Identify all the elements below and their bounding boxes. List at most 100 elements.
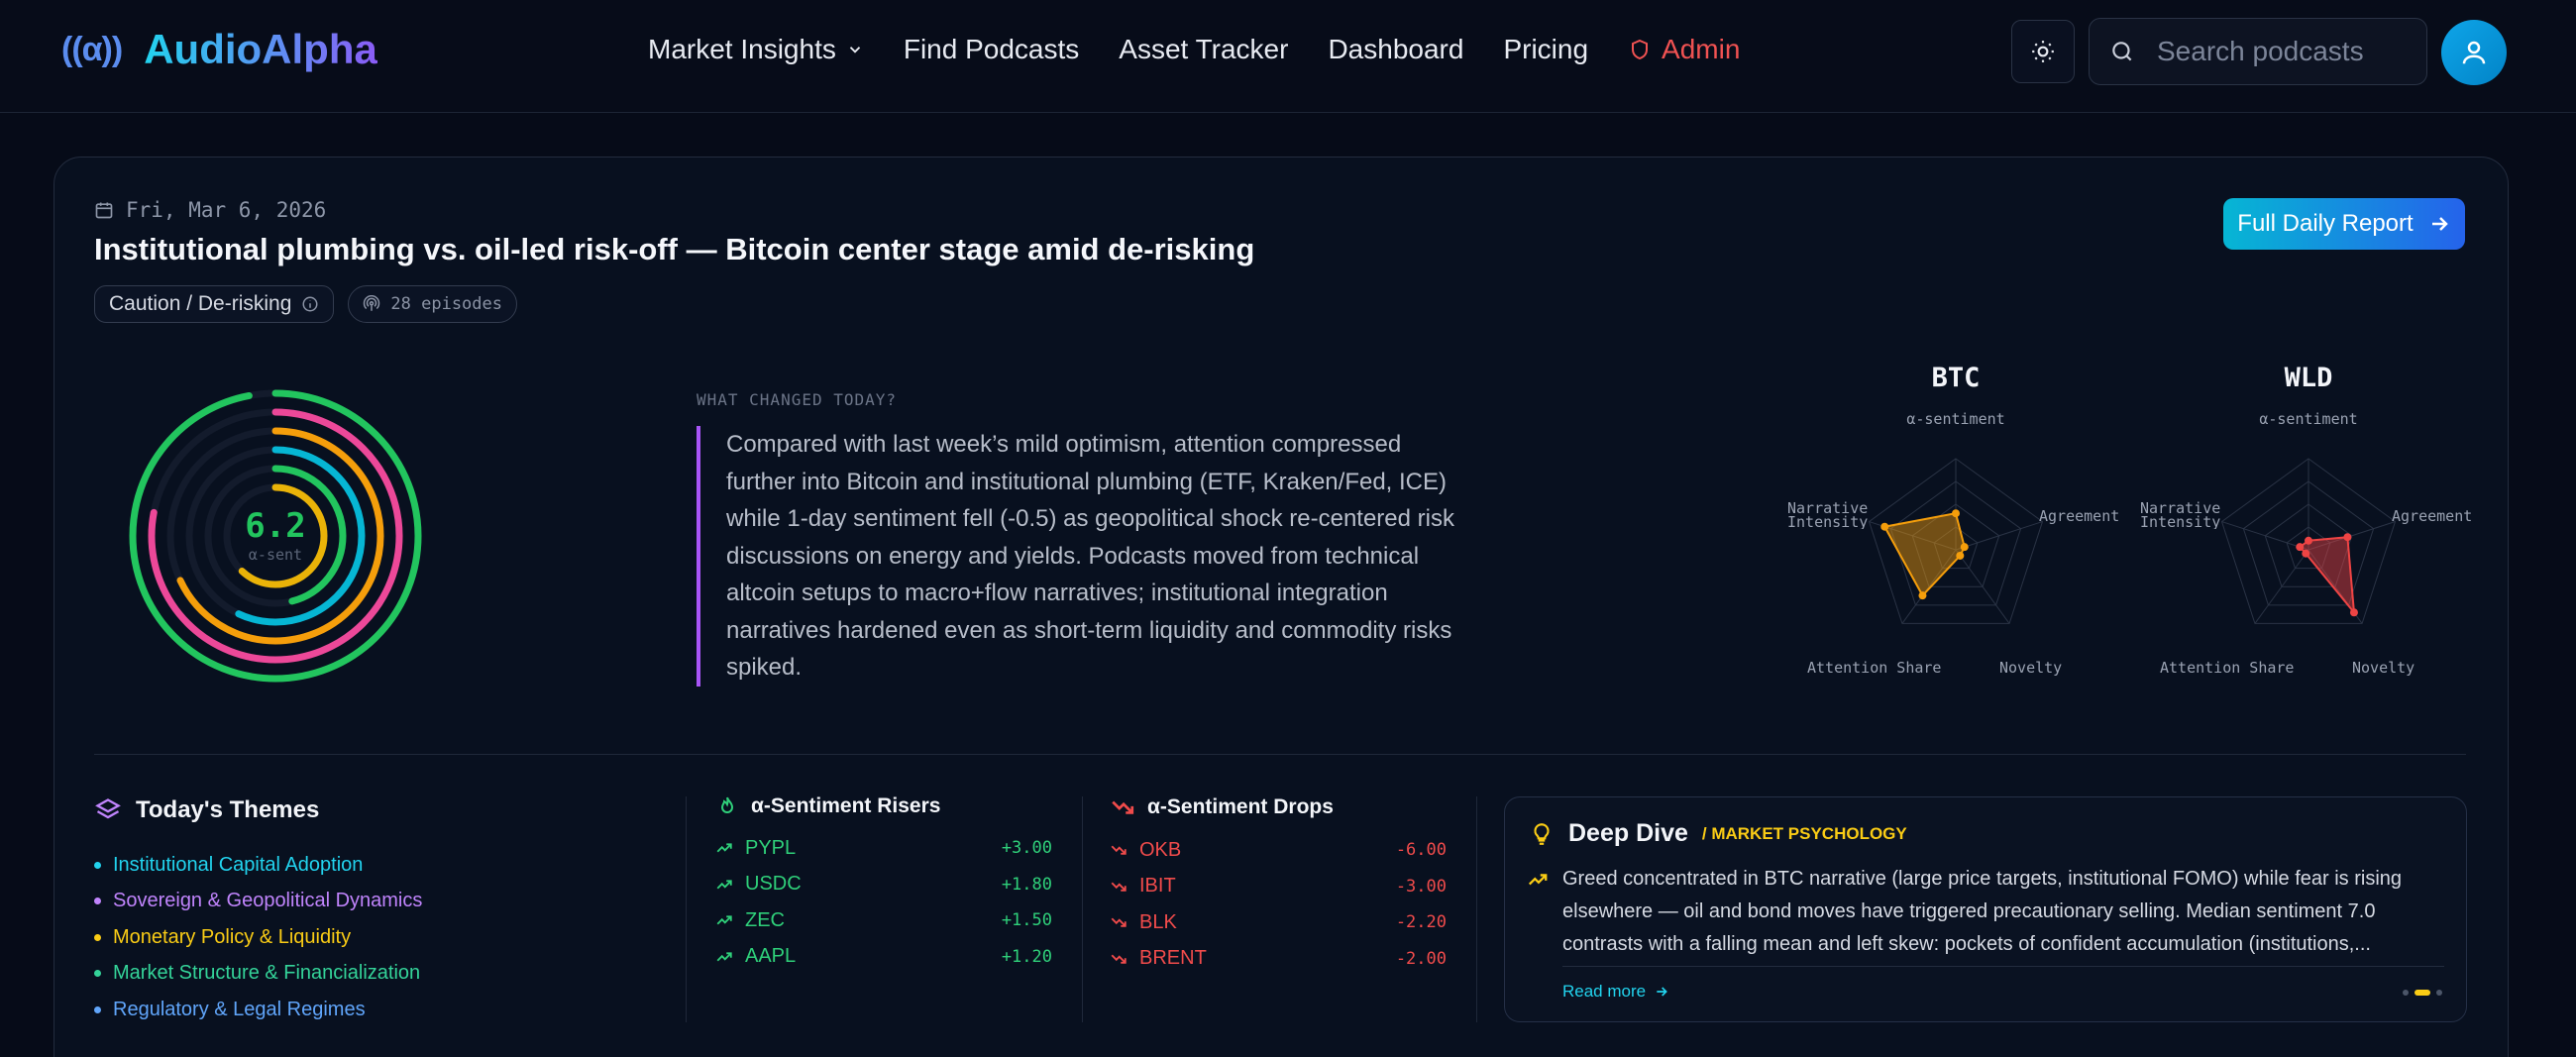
drops-title: α-Sentiment Drops bbox=[1147, 795, 1334, 818]
nav-asset-tracker[interactable]: Asset Tracker bbox=[1119, 34, 1289, 64]
radar-wld-axis-sentiment: α-sentiment bbox=[2259, 410, 2358, 428]
sentiment-drops: α-Sentiment Drops OKB -6.00 IBIT -3.00 BLK… bbox=[1110, 794, 1447, 977]
search-input[interactable] bbox=[2157, 36, 2415, 67]
shield-icon bbox=[1632, 39, 1649, 60]
flame-icon bbox=[720, 796, 734, 813]
trend-up-icon bbox=[716, 880, 732, 890]
gauge-arc bbox=[129, 389, 422, 683]
nav-market-insights[interactable]: Market Insights bbox=[648, 34, 864, 65]
theme-dot bbox=[94, 933, 101, 941]
radar-point bbox=[1880, 522, 1889, 531]
radar-point bbox=[2296, 543, 2305, 552]
sentiment-rings bbox=[129, 389, 422, 683]
drop-row[interactable]: IBIT -3.00 bbox=[1110, 869, 1447, 905]
riser-value: +1.80 bbox=[1001, 874, 1052, 895]
drop-row[interactable]: BRENT -2.00 bbox=[1110, 941, 1447, 978]
trend-down-icon bbox=[1112, 800, 1134, 814]
radar-wld: WLD α-sentiment Agreement Novelty Attent… bbox=[2140, 357, 2477, 684]
podcast-icon bbox=[364, 295, 380, 311]
trend-down-icon bbox=[1111, 954, 1127, 964]
mood-chip-label: Caution / De-risking bbox=[109, 292, 292, 315]
top-navbar: ((α)) AudioAlpha Market Insights Find Po… bbox=[0, 0, 2576, 113]
nav-pricing[interactable]: Pricing bbox=[1503, 34, 1589, 64]
radar-grid bbox=[1911, 503, 2000, 587]
search-icon bbox=[2112, 42, 2132, 61]
radar-point bbox=[1960, 543, 1969, 552]
theme-item[interactable]: Market Structure & Financialization bbox=[94, 956, 422, 993]
pager-dot[interactable] bbox=[2436, 990, 2442, 996]
full-daily-report-button[interactable]: Full Daily Report bbox=[2223, 198, 2465, 250]
drop-ticker: OKB bbox=[1139, 838, 1182, 861]
theme-item[interactable]: Sovereign & Geopolitical Dynamics bbox=[94, 884, 422, 920]
report-date-text: Fri, Mar 6, 2026 bbox=[126, 198, 327, 222]
user-icon bbox=[2462, 41, 2486, 64]
riser-ticker: USDC bbox=[745, 873, 802, 896]
report-headline: Institutional plumbing vs. oil-led risk-… bbox=[94, 232, 1255, 266]
riser-row[interactable]: ZEC +1.50 bbox=[715, 902, 1052, 939]
nav-admin[interactable]: Admin bbox=[1628, 34, 1740, 65]
riser-row[interactable]: USDC +1.80 bbox=[715, 867, 1052, 903]
radar-point bbox=[1956, 551, 1965, 560]
user-avatar[interactable] bbox=[2441, 20, 2507, 85]
audio-wave-icon: ((α)) bbox=[61, 30, 123, 68]
radar-btc-chart bbox=[1868, 458, 2044, 624]
theme-item[interactable]: Monetary Policy & Liquidity bbox=[94, 919, 422, 956]
radar-area bbox=[1882, 512, 1966, 597]
nav-find-podcasts[interactable]: Find Podcasts bbox=[903, 34, 1080, 64]
radar-grid bbox=[2220, 458, 2397, 624]
radar-grid bbox=[1868, 458, 2044, 624]
arrow-right-icon bbox=[1657, 987, 1667, 997]
nav-market-insights-label: Market Insights bbox=[648, 34, 836, 64]
drop-ticker: BLK bbox=[1139, 910, 1177, 933]
radar-wld-axis-novelty: Novelty bbox=[2352, 659, 2415, 677]
radar-spoke bbox=[1955, 549, 2010, 624]
radar-grid bbox=[2242, 480, 2375, 606]
read-more-link[interactable]: Read more bbox=[1562, 982, 1669, 1002]
deep-dive-pager[interactable] bbox=[2403, 990, 2442, 996]
info-icon[interactable] bbox=[301, 295, 319, 313]
radar-wld-axis-agreement: Agreement bbox=[2392, 507, 2473, 525]
drop-row[interactable]: OKB -6.00 bbox=[1110, 832, 1447, 869]
riser-row[interactable]: AAPL +1.20 bbox=[715, 939, 1052, 976]
gauge-arc bbox=[148, 408, 403, 664]
nav-dashboard[interactable]: Dashboard bbox=[1328, 34, 1464, 64]
gauge-arc bbox=[204, 465, 347, 607]
drop-row[interactable]: BLK -2.20 bbox=[1110, 904, 1447, 941]
deep-dive-divider bbox=[1562, 966, 2444, 967]
radar-wld-title: WLD bbox=[2284, 363, 2333, 393]
mood-chip[interactable]: Caution / De-risking bbox=[94, 285, 335, 323]
riser-row[interactable]: PYPL +3.00 bbox=[715, 830, 1052, 867]
drop-ticker: BRENT bbox=[1139, 947, 1207, 970]
radar-point bbox=[2302, 549, 2310, 558]
column-divider bbox=[686, 796, 687, 1022]
radar-btc: BTC α-sentiment Agreement Novelty Attent… bbox=[1787, 357, 2124, 684]
radar-wld-axis-narrative: Narrative Intensity bbox=[2140, 501, 2221, 529]
brand-logo[interactable]: ((α)) AudioAlpha bbox=[61, 26, 377, 73]
drop-value: -3.00 bbox=[1395, 876, 1447, 897]
lightbulb-icon bbox=[1534, 822, 1550, 845]
theme-toggle-button[interactable] bbox=[2011, 20, 2075, 83]
theme-label: Institutional Capital Adoption bbox=[113, 853, 364, 876]
theme-dot bbox=[94, 861, 101, 869]
nav-admin-label: Admin bbox=[1662, 34, 1741, 64]
theme-item[interactable]: Regulatory & Legal Regimes bbox=[94, 992, 422, 1028]
sentiment-gauge: 6.2 α-sent bbox=[129, 389, 422, 683]
gauge-value: 6.2 bbox=[245, 506, 306, 546]
themes-title: Today's Themes bbox=[136, 796, 320, 823]
report-date: Fri, Mar 6, 2026 bbox=[94, 198, 326, 222]
search-box[interactable] bbox=[2089, 18, 2427, 85]
riser-ticker: AAPL bbox=[745, 945, 797, 968]
radar-btc-axis-attention: Attention Share bbox=[1807, 659, 1942, 677]
radar-spoke bbox=[1955, 521, 2043, 551]
deep-dive-tag: / MARKET PSYCHOLOGY bbox=[1701, 823, 1907, 843]
theme-item[interactable]: Institutional Capital Adoption bbox=[94, 847, 422, 884]
radar-btc-axis-agreement: Agreement bbox=[2039, 507, 2120, 525]
trend-up-icon bbox=[716, 915, 732, 925]
pager-dot[interactable] bbox=[2403, 990, 2409, 996]
trend-down-icon bbox=[1111, 917, 1127, 927]
pager-dot-active[interactable] bbox=[2415, 990, 2430, 996]
calendar-icon bbox=[95, 202, 113, 219]
radar-spoke bbox=[2221, 521, 2309, 551]
radar-btc-axis-novelty: Novelty bbox=[1999, 659, 2063, 677]
read-more-label: Read more bbox=[1562, 982, 1647, 1001]
